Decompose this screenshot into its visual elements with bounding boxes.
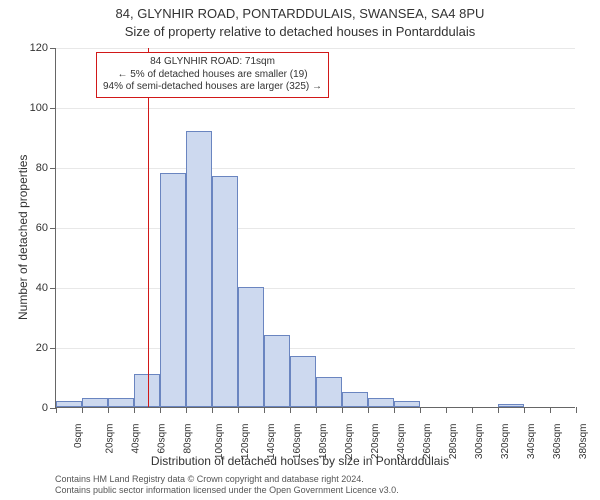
x-tick-label: 80sqm [183,424,194,454]
y-tick-label: 80 [36,162,48,174]
x-tick [394,407,395,413]
x-tick [238,407,239,413]
x-axis-title: Distribution of detached houses by size … [0,454,600,468]
x-tick [446,407,447,413]
y-tick [50,48,56,49]
x-tick [550,407,551,413]
x-tick [420,407,421,413]
chart-title-line1: 84, GLYNHIR ROAD, PONTARDDULAIS, SWANSEA… [0,6,600,21]
y-tick-label: 60 [36,222,48,234]
annotation-line: ← 5% of detached houses are smaller (19) [103,69,322,82]
histogram-bar [316,377,342,407]
histogram-bar [212,176,238,407]
y-tick-label: 120 [30,42,48,54]
y-tick [50,288,56,289]
x-tick [576,407,577,413]
x-tick-label: 0sqm [73,424,84,448]
histogram-bar [238,287,264,407]
x-tick [524,407,525,413]
chart-title-line2: Size of property relative to detached ho… [0,24,600,39]
grid-line [56,108,575,109]
footer-attribution: Contains HM Land Registry data © Crown c… [0,474,600,497]
x-tick [472,407,473,413]
y-tick-label: 100 [30,102,48,114]
y-tick [50,228,56,229]
reference-line [148,48,149,407]
histogram-bar [134,374,160,407]
histogram-bar [160,173,186,407]
histogram-bar [264,335,290,407]
x-tick [108,407,109,413]
annotation-line: 94% of semi-detached houses are larger (… [103,81,322,94]
histogram-bar [82,398,108,407]
x-tick-label: 40sqm [131,424,142,454]
footer-line1: Contains HM Land Registry data © Crown c… [55,474,600,485]
x-tick [316,407,317,413]
histogram-bar [368,398,394,407]
plot-area: 0204060801001200sqm20sqm40sqm60sqm80sqm1… [55,48,575,408]
histogram-bar [108,398,134,407]
x-tick [82,407,83,413]
grid-line [56,48,575,49]
x-tick [264,407,265,413]
x-tick [160,407,161,413]
x-tick [56,407,57,413]
annotation-box: 84 GLYNHIR ROAD: 71sqm← 5% of detached h… [96,52,329,98]
y-tick-label: 0 [42,402,48,414]
y-tick [50,108,56,109]
grid-line [56,168,575,169]
x-tick-label: 60sqm [157,424,168,454]
y-tick-label: 20 [36,342,48,354]
histogram-bar [186,131,212,407]
grid-line [56,348,575,349]
histogram-bar [290,356,316,407]
histogram-bar [498,404,524,407]
x-tick [342,407,343,413]
y-tick [50,348,56,349]
histogram-bar [342,392,368,407]
x-tick [134,407,135,413]
annotation-line: 84 GLYNHIR ROAD: 71sqm [103,56,322,69]
x-tick-label: 20sqm [105,424,116,454]
grid-line [56,228,575,229]
histogram-bar [394,401,420,407]
footer-line2: Contains public sector information licen… [55,485,600,496]
chart-container: 84, GLYNHIR ROAD, PONTARDDULAIS, SWANSEA… [0,0,600,500]
x-tick [212,407,213,413]
y-axis-title: Number of detached properties [16,155,30,320]
x-tick [186,407,187,413]
x-tick [498,407,499,413]
y-tick [50,168,56,169]
grid-line [56,288,575,289]
x-tick [290,407,291,413]
y-tick-label: 40 [36,282,48,294]
x-tick [368,407,369,413]
histogram-bar [56,401,82,407]
